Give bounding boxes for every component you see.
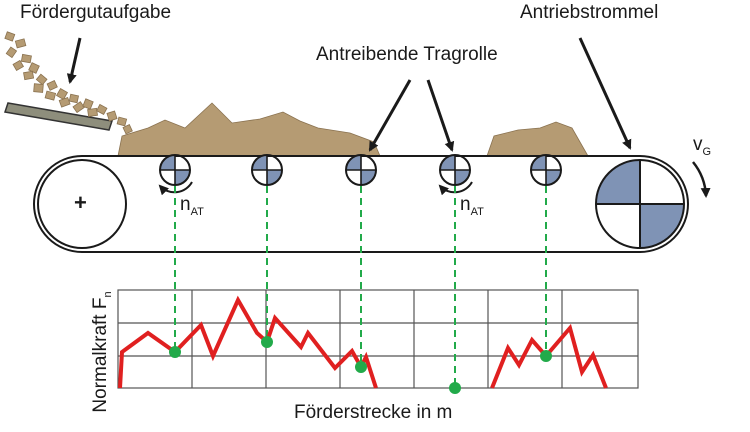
idler-roller bbox=[439, 154, 471, 186]
measurement-point bbox=[169, 336, 552, 394]
pointer-arrow-icon bbox=[66, 37, 82, 84]
chart-x-axis-label: Förderstrecke in m bbox=[294, 402, 453, 423]
drive-drum-label: Antriebstrommel bbox=[520, 2, 659, 23]
bulk-material bbox=[117, 102, 381, 157]
drive-rotation-arrow-icon bbox=[692, 161, 711, 198]
normal-force-curve bbox=[118, 295, 378, 389]
pointer-arrow-icon bbox=[426, 79, 455, 152]
idler-roller bbox=[251, 154, 283, 186]
bulk-material-2 bbox=[486, 121, 589, 157]
idler-speed-label: nAT bbox=[180, 194, 204, 218]
measurement-guide bbox=[174, 186, 547, 388]
idler-roller bbox=[345, 154, 377, 186]
feed-label: Fördergutaufgabe bbox=[20, 2, 172, 23]
falling-material bbox=[4, 31, 133, 135]
rotation-arrow-icon bbox=[438, 181, 473, 196]
idler-roller bbox=[159, 154, 191, 186]
chart-y-axis-label: Normalkraft Fn bbox=[90, 291, 114, 413]
idler-speed-label: nAT bbox=[460, 194, 484, 218]
pointer-arrow-icon bbox=[368, 79, 412, 152]
tail-drum-plus: + bbox=[74, 190, 87, 215]
feed-chute bbox=[4, 102, 113, 131]
rotation-arrow-icon bbox=[158, 181, 193, 196]
idler-roller bbox=[530, 154, 562, 186]
driving-idler-label: Antreibende Tragrolle bbox=[316, 44, 498, 65]
conveyor-belt bbox=[33, 155, 689, 253]
drive-drum bbox=[595, 159, 685, 249]
belt-velocity-label: vG bbox=[693, 134, 712, 158]
tail-drum bbox=[37, 159, 127, 249]
pointer-arrow-icon bbox=[578, 37, 632, 150]
